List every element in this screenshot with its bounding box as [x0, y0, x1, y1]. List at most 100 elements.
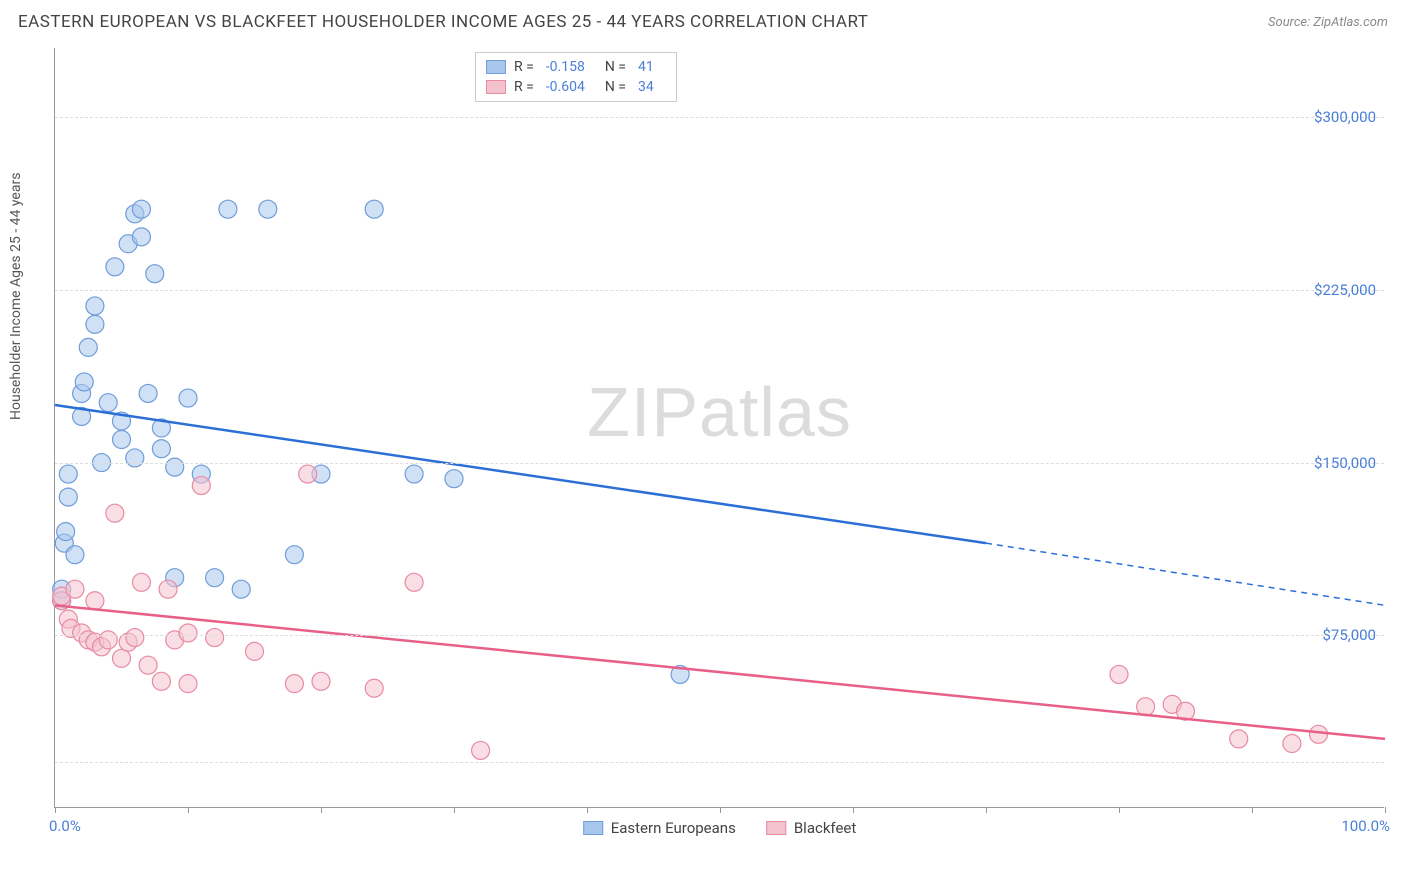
legend-swatch: [486, 80, 506, 94]
trend-line-extrapolated: [986, 543, 1385, 605]
x-tick: [321, 807, 322, 813]
y-axis-label: Householder Income Ages 25 - 44 years: [8, 173, 24, 420]
data-point: [139, 656, 157, 674]
data-point: [113, 649, 131, 667]
data-point: [206, 629, 224, 647]
x-tick: [1119, 807, 1120, 813]
x-tick: [853, 807, 854, 813]
x-tick: [720, 807, 721, 813]
data-point: [113, 431, 131, 449]
legend-item: Blackfeet: [766, 819, 856, 837]
data-point: [405, 573, 423, 591]
data-point: [59, 488, 77, 506]
legend-label: Eastern Europeans: [611, 819, 736, 837]
gridline-h: [55, 290, 1384, 291]
data-point: [166, 458, 184, 476]
data-point: [285, 675, 303, 693]
data-point: [132, 573, 150, 591]
legend-item: Eastern Europeans: [583, 819, 736, 837]
chart-title: EASTERN EUROPEAN VS BLACKFEET HOUSEHOLDE…: [18, 12, 868, 32]
n-value: 41: [638, 59, 654, 75]
data-point: [1110, 665, 1128, 683]
data-point: [66, 546, 84, 564]
data-point: [179, 675, 197, 693]
x-tick: [188, 807, 189, 813]
data-point: [1310, 725, 1328, 743]
y-tick-label: $300,000: [1314, 108, 1376, 126]
r-value: -0.604: [546, 79, 585, 95]
data-point: [365, 679, 383, 697]
data-point: [1137, 698, 1155, 716]
x-axis-max-label: 100.0%: [1341, 817, 1390, 835]
x-tick: [986, 807, 987, 813]
trend-line: [55, 605, 1385, 739]
n-label: N =: [605, 59, 626, 75]
legend-swatch: [766, 821, 786, 835]
data-point: [106, 258, 124, 276]
data-point: [232, 580, 250, 598]
data-point: [99, 394, 117, 412]
x-tick: [55, 807, 56, 813]
data-point: [59, 465, 77, 483]
x-axis-min-label: 0.0%: [49, 817, 81, 835]
gridline-h: [55, 762, 1384, 763]
data-point: [1230, 730, 1248, 748]
legend-label: Blackfeet: [794, 819, 856, 837]
x-tick: [1252, 807, 1253, 813]
data-point: [259, 200, 277, 218]
x-tick: [1385, 807, 1386, 813]
data-point: [86, 592, 104, 610]
r-label: R =: [514, 59, 534, 75]
y-tick-label: $225,000: [1314, 281, 1376, 299]
data-point: [152, 440, 170, 458]
data-point: [405, 465, 423, 483]
data-point: [445, 470, 463, 488]
data-point: [1283, 735, 1301, 753]
data-point: [146, 265, 164, 283]
scatter-svg: [55, 48, 1384, 807]
data-point: [79, 338, 97, 356]
data-point: [206, 569, 224, 587]
data-point: [312, 672, 330, 690]
n-label: N =: [605, 79, 626, 95]
data-point: [126, 449, 144, 467]
data-point: [106, 504, 124, 522]
data-point: [126, 629, 144, 647]
x-tick: [454, 807, 455, 813]
data-point: [159, 580, 177, 598]
legend-swatch: [583, 821, 603, 835]
data-point: [285, 546, 303, 564]
chart-plot-area: ZIPatlas R =-0.158N =41R =-0.604N =34 0.…: [54, 48, 1384, 808]
data-point: [152, 672, 170, 690]
data-point: [86, 297, 104, 315]
data-point: [299, 465, 317, 483]
data-point: [365, 200, 383, 218]
data-point: [179, 389, 197, 407]
data-point: [75, 373, 93, 391]
series-legend: Eastern Europeans Blackfeet: [583, 819, 857, 837]
source-label: Source: ZipAtlas.com: [1268, 15, 1388, 30]
n-value: 34: [638, 79, 654, 95]
data-point: [132, 228, 150, 246]
gridline-h: [55, 463, 1384, 464]
data-point: [179, 624, 197, 642]
correlation-legend: R = -0.158 N = 41 R = -0.604 N = 34: [475, 52, 677, 102]
y-tick-label: $75,000: [1322, 626, 1376, 644]
r-value: -0.158: [546, 59, 585, 75]
y-tick-label: $150,000: [1314, 454, 1376, 472]
data-point: [246, 642, 264, 660]
data-point: [99, 631, 117, 649]
correlation-legend-row: R = -0.158 N = 41: [486, 57, 666, 77]
data-point: [132, 200, 150, 218]
r-label: R =: [514, 79, 534, 95]
data-point: [472, 741, 490, 759]
data-point: [86, 315, 104, 333]
data-point: [192, 477, 210, 495]
legend-swatch: [486, 60, 506, 74]
data-point: [66, 580, 84, 598]
data-point: [139, 384, 157, 402]
x-tick: [587, 807, 588, 813]
gridline-h: [55, 635, 1384, 636]
data-point: [57, 523, 75, 541]
gridline-h: [55, 117, 1384, 118]
